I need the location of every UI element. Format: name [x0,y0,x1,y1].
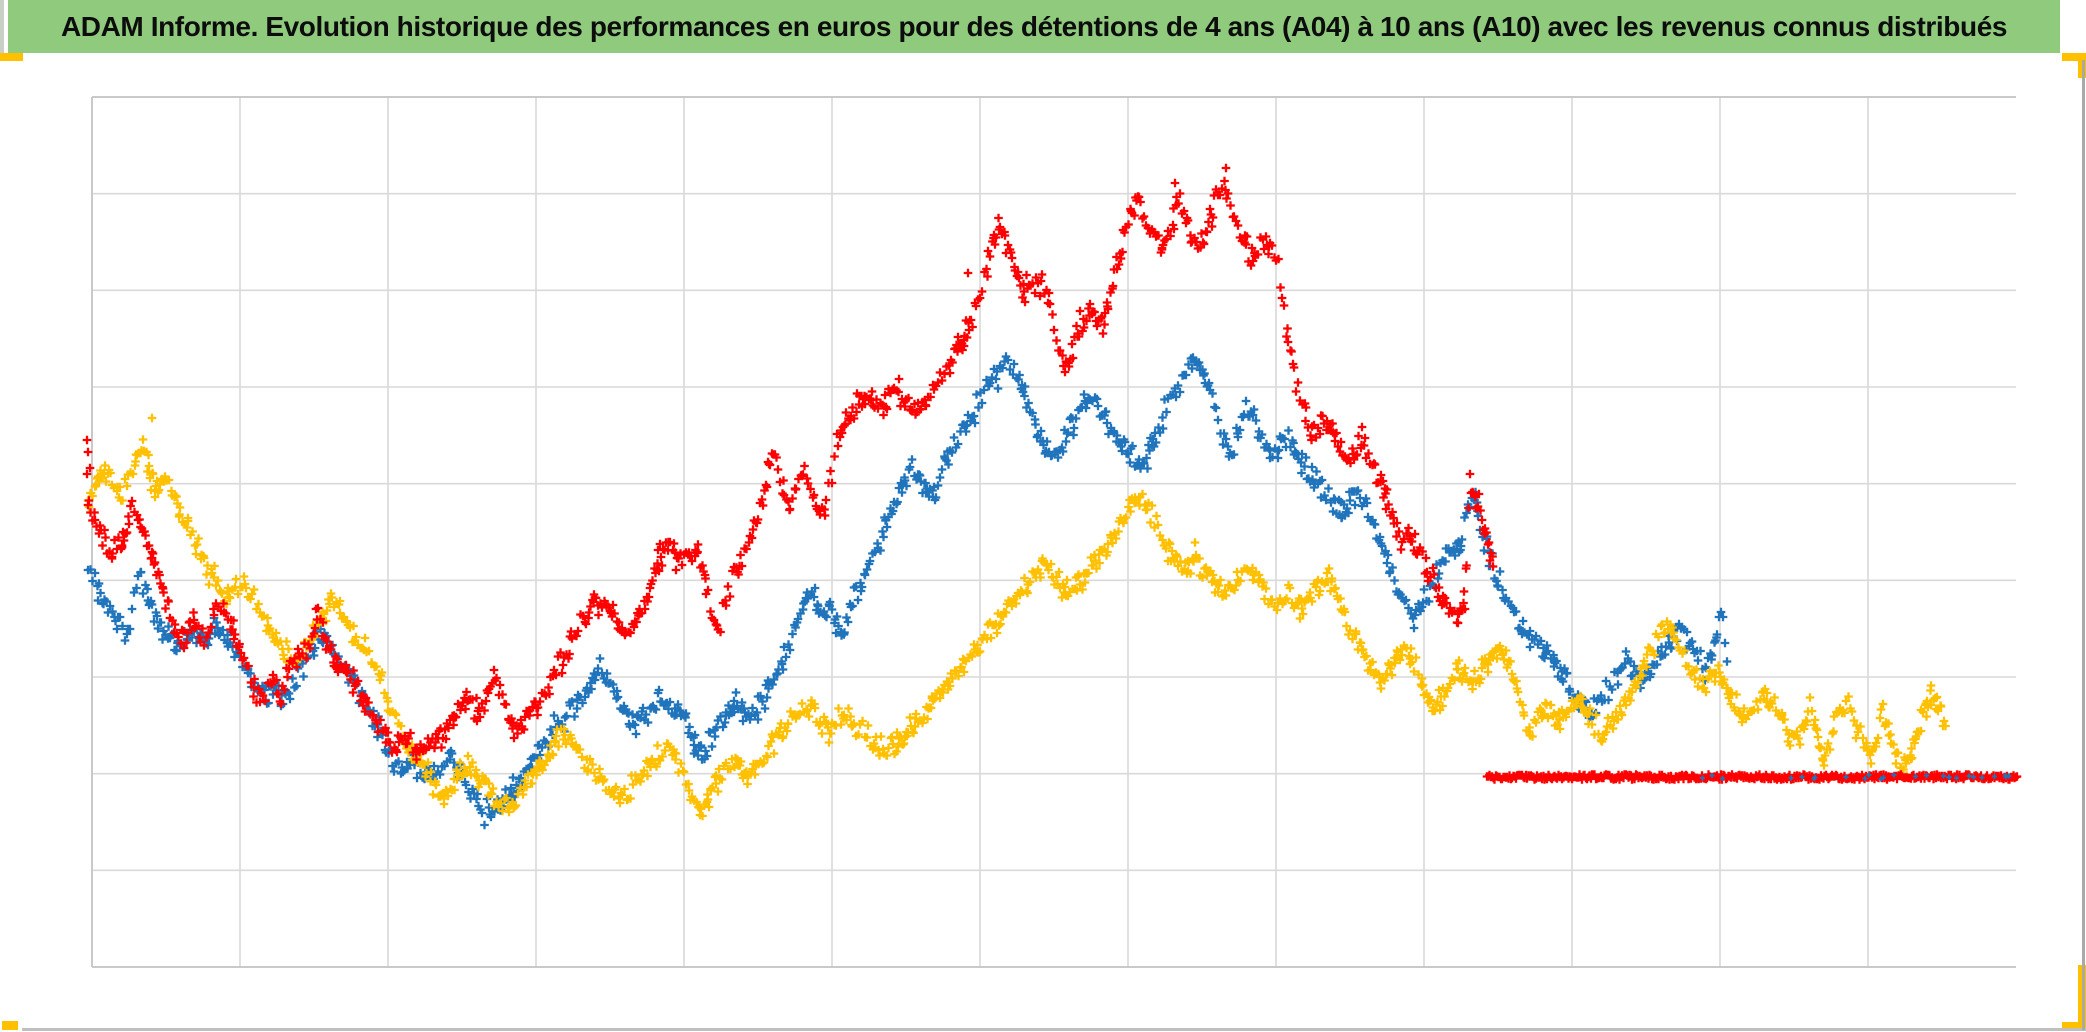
page-title: ADAM Informe. Evolution historique des p… [60,10,2008,42]
title-banner: ADAM Informe. Evolution historique des p… [8,0,2060,53]
slide-right-border [2082,60,2085,1030]
corner-accent-top-right-h [2062,53,2086,61]
corner-accent-top-left [0,53,23,61]
yellow-series-points [83,413,1950,821]
slide-left-edge [0,0,4,53]
flat-line-blue-specks [1699,772,2012,782]
corner-accent-bottom-right-h [2062,1022,2086,1030]
red-series-points [82,163,1498,764]
corner-accent-bottom-left [2,1021,18,1030]
red-series-flat-line [1482,770,2022,784]
slide-bottom-border [22,1028,2086,1031]
